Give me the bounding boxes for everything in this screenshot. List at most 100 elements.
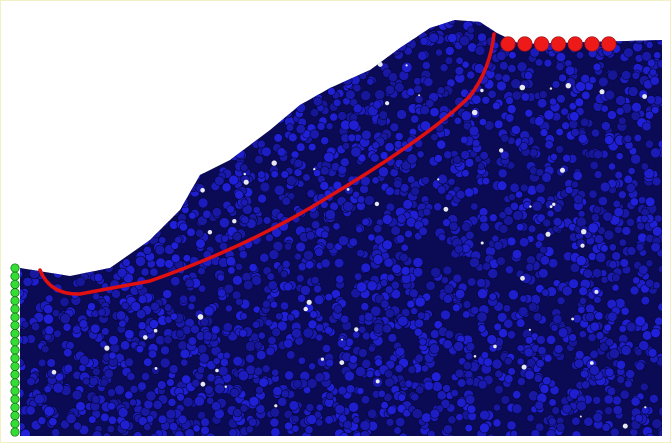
particle xyxy=(178,415,187,424)
particle xyxy=(180,349,190,359)
particle xyxy=(610,428,619,437)
void xyxy=(200,188,205,193)
particle xyxy=(604,407,612,415)
particle xyxy=(549,418,557,426)
load-particle xyxy=(518,37,533,52)
particle xyxy=(109,335,119,345)
particle xyxy=(651,243,661,253)
particle xyxy=(443,384,451,392)
particle xyxy=(326,242,334,250)
particle xyxy=(228,267,236,275)
particle xyxy=(166,409,176,419)
particle xyxy=(521,93,530,102)
particle xyxy=(253,207,260,214)
particle xyxy=(421,365,428,372)
particle xyxy=(639,265,649,275)
particle xyxy=(578,306,585,313)
particle xyxy=(255,155,264,164)
particle xyxy=(632,72,640,80)
particle xyxy=(424,78,433,87)
particle xyxy=(461,111,471,121)
particle xyxy=(22,321,29,328)
particle xyxy=(411,393,419,401)
particle xyxy=(607,387,616,396)
particle xyxy=(650,148,660,158)
particle xyxy=(98,309,106,317)
particle xyxy=(413,267,423,277)
particle xyxy=(612,252,621,261)
particle xyxy=(443,266,452,275)
particle xyxy=(293,380,302,389)
particle xyxy=(516,223,524,231)
particle xyxy=(149,319,158,328)
particle xyxy=(45,295,53,303)
particle xyxy=(217,289,225,297)
particle xyxy=(608,70,618,80)
particle xyxy=(277,148,286,157)
particle xyxy=(305,261,314,270)
particle xyxy=(161,346,170,355)
particle xyxy=(218,366,228,376)
particle xyxy=(542,289,549,296)
particle xyxy=(494,120,503,129)
void xyxy=(529,329,531,331)
void xyxy=(321,358,324,361)
particle xyxy=(405,380,413,388)
particle xyxy=(463,301,471,309)
particle xyxy=(298,357,306,365)
particle xyxy=(361,263,371,273)
particle xyxy=(445,330,454,339)
particle xyxy=(596,332,604,340)
particle xyxy=(417,312,425,320)
particle xyxy=(207,374,215,382)
particle xyxy=(116,311,126,321)
particle xyxy=(495,73,503,81)
load-particle xyxy=(585,37,600,52)
particle xyxy=(271,170,279,178)
simulation-view xyxy=(0,0,671,443)
particle xyxy=(215,176,225,186)
particle xyxy=(226,256,236,266)
particle xyxy=(445,57,453,65)
particle xyxy=(444,284,454,294)
particle xyxy=(401,267,410,276)
particle xyxy=(508,64,517,73)
particle xyxy=(437,186,446,195)
particle xyxy=(258,332,265,339)
particle xyxy=(223,322,232,331)
particle xyxy=(155,245,165,255)
particle xyxy=(565,66,575,76)
particle xyxy=(511,79,521,89)
particle xyxy=(384,370,392,378)
particle xyxy=(429,33,439,43)
particle xyxy=(520,184,528,192)
particle xyxy=(104,369,113,378)
particle xyxy=(573,315,582,324)
particle xyxy=(619,325,626,332)
void xyxy=(571,318,574,321)
particle xyxy=(590,161,599,170)
particle xyxy=(642,331,652,341)
particle xyxy=(204,306,214,316)
particle xyxy=(249,263,257,271)
particle xyxy=(595,312,603,320)
particle xyxy=(393,180,402,189)
particle xyxy=(588,252,596,260)
particle xyxy=(358,348,367,357)
particle xyxy=(552,407,560,415)
particle xyxy=(322,344,330,352)
particle xyxy=(368,345,375,352)
particle xyxy=(196,229,204,237)
wall-particle xyxy=(11,370,19,378)
particle xyxy=(388,406,397,415)
void xyxy=(339,360,344,365)
particle xyxy=(497,257,506,266)
particle xyxy=(325,209,335,219)
particle xyxy=(89,416,97,424)
particle xyxy=(395,83,405,93)
particle xyxy=(235,298,242,305)
particle xyxy=(422,61,430,69)
particle xyxy=(49,418,57,426)
particle xyxy=(356,282,366,292)
void xyxy=(406,64,408,66)
